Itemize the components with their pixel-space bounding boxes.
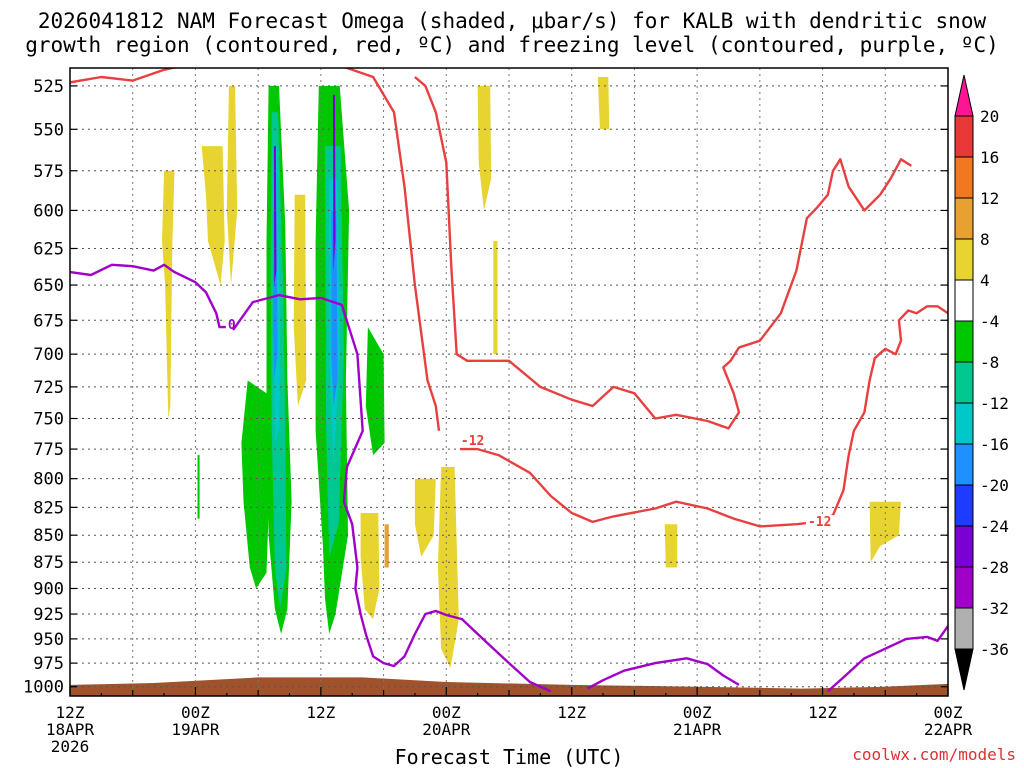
- colorbar-segment: [954, 279, 974, 322]
- contour-line: [70, 263, 227, 329]
- y-tick-label: 1000: [23, 678, 64, 698]
- x-axis-label: Forecast Time (UTC): [395, 745, 624, 768]
- chart-title-line-1: 2026041812 NAM Forecast Omega (shaded, μ…: [37, 9, 987, 33]
- colorbar-label: -8: [980, 353, 999, 372]
- colorbar-segment: [954, 115, 974, 158]
- y-tick-label: 600: [33, 201, 64, 221]
- contour-line: [232, 293, 552, 693]
- y-tick-label: 900: [33, 579, 64, 599]
- colorbar-label: 20: [980, 107, 999, 126]
- y-tick-label: 675: [33, 311, 64, 331]
- omega-region: [437, 466, 459, 668]
- colorbar-label: -12: [980, 394, 1009, 413]
- omega-region: [360, 513, 380, 620]
- colorbar-segment: [954, 361, 974, 404]
- x-tick-label: 12Z 18APR 2026: [46, 703, 95, 756]
- y-tick-label: 925: [33, 605, 64, 625]
- omega-region: [664, 524, 678, 568]
- colorbar-label: 4: [980, 271, 990, 290]
- y-tick-label: 800: [33, 470, 64, 490]
- y-tick-label: 650: [33, 276, 64, 296]
- colorbar-label: -32: [980, 599, 1009, 618]
- x-tick-label: 00Z 19APR: [171, 703, 220, 739]
- y-tick-label: 850: [33, 526, 64, 546]
- contour-line: [827, 625, 948, 693]
- colorbar-label: -24: [980, 517, 1009, 536]
- colorbar-cap: [954, 648, 974, 691]
- y-tick-label: 725: [33, 378, 64, 398]
- plot-area: -12 -12 0: [70, 68, 948, 696]
- y-tick-label: 575: [33, 162, 64, 182]
- y-tick-label: 625: [33, 239, 64, 259]
- omega-region: [201, 146, 225, 286]
- x-tick-label: 12Z: [306, 703, 335, 722]
- colorbar-segment: [954, 525, 974, 568]
- omega-region: [384, 524, 389, 568]
- colorbar-segment: [954, 320, 974, 363]
- colorbar-segment: [954, 443, 974, 486]
- y-tick-label: 525: [33, 77, 64, 97]
- contour-line: [459, 305, 948, 528]
- omega-region: [332, 94, 336, 271]
- contour-label: 0: [228, 318, 236, 333]
- x-tick-label: 12Z: [557, 703, 586, 722]
- chart-title-line-2: growth region (contoured, red, ºC) and f…: [25, 33, 999, 57]
- y-tick-label: 550: [33, 120, 64, 140]
- omega-region: [477, 85, 492, 211]
- omega-region: [414, 478, 436, 557]
- omega-region: [226, 85, 238, 286]
- omega-region: [365, 327, 385, 456]
- colorbar-label: 12: [980, 189, 999, 208]
- contour-label: -12: [808, 515, 831, 530]
- y-tick-label: 825: [33, 498, 64, 518]
- omega-region: [241, 380, 269, 589]
- omega-region: [493, 241, 498, 355]
- x-tick-label: 12Z: [808, 703, 837, 722]
- colorbar-label: -36: [980, 640, 1009, 659]
- contour-line: [414, 76, 913, 430]
- colorbar-segment: [954, 238, 974, 281]
- colorbar-segment: [954, 402, 974, 445]
- y-tick-label: 700: [33, 345, 64, 365]
- colorbar-segment: [954, 607, 974, 650]
- y-tick-label: 875: [33, 553, 64, 573]
- colorbar-segment: [954, 566, 974, 609]
- contour-label: -12: [461, 434, 484, 449]
- colorbar-label: -16: [980, 435, 1009, 454]
- omega-region: [597, 77, 610, 130]
- colorbar-segment: [954, 197, 974, 240]
- y-tick-label: 750: [33, 409, 64, 429]
- colorbar-label: -28: [980, 558, 1009, 577]
- omega-region: [331, 210, 338, 406]
- x-tick-label: 00Z 22APR: [924, 703, 973, 739]
- colorbar-label: -4: [980, 312, 999, 331]
- y-tick-label: 950: [33, 630, 64, 650]
- contour-line: [70, 68, 441, 431]
- y-tick-label: 975: [33, 654, 64, 674]
- colorbar-label: -20: [980, 476, 1009, 495]
- credit-link[interactable]: coolwx.com/models: [852, 745, 1016, 764]
- y-tick-label: 775: [33, 440, 64, 460]
- x-tick-label: 00Z 20APR: [422, 703, 471, 739]
- colorbar-label: 8: [980, 230, 990, 249]
- colorbar-segment: [954, 484, 974, 527]
- omega-region: [197, 455, 200, 519]
- colorbar-label: 16: [980, 148, 999, 167]
- x-tick-label: 00Z 21APR: [673, 703, 722, 739]
- omega-region: [273, 146, 277, 286]
- omega-region: [162, 170, 175, 419]
- colorbar-segment: [954, 156, 974, 199]
- colorbar-cap: [954, 74, 974, 117]
- contour-line: [586, 657, 740, 690]
